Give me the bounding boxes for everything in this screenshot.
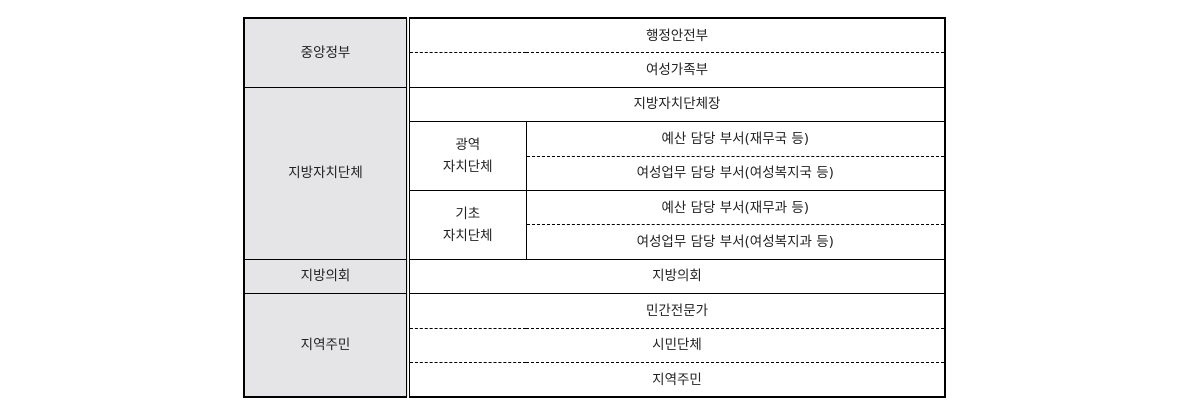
- subgroup-label: 자치단체: [442, 227, 493, 244]
- cell-item: 여성업무 담당 부서(여성복지국 등): [525, 155, 946, 191]
- cell-item: 지역주민: [407, 361, 946, 398]
- cell-item: 지방자치단체장: [407, 86, 946, 123]
- table-row: 중앙정부 행정안전부: [243, 17, 946, 88]
- table-row: 시민단체: [244, 327, 946, 363]
- table-row: 지역주민: [244, 361, 946, 398]
- subgroup-label: 광역: [455, 137, 481, 154]
- category-central-gov: 중앙정부: [243, 17, 410, 88]
- cell-item: 민간전문가: [407, 293, 946, 329]
- table-row: 여성업무 담당 부서(여성복지국 등): [244, 155, 946, 191]
- category-local-gov: 지방자치단체: [243, 86, 410, 260]
- cell-item: 예산 담당 부서(재무국 등): [525, 121, 946, 157]
- cell-item: 시민단체: [407, 327, 946, 363]
- category-residents: 지역주민: [243, 293, 410, 398]
- table-row: 지방의회 지방의회: [243, 258, 946, 295]
- subgroup-label: 기초: [455, 205, 481, 222]
- table-row: 지역주민 민간전문가: [243, 293, 946, 398]
- cell-item: 여성가족부: [407, 52, 946, 88]
- cell-item: 지방의회: [407, 258, 946, 295]
- category-local-council: 지방의회: [243, 258, 410, 295]
- cell-item: 예산 담당 부서(재무과 등): [525, 189, 946, 226]
- cell-item: 행정안전부: [407, 17, 946, 54]
- table-row: 여성업무 담당 부서(여성복지과 등): [244, 224, 946, 260]
- subgroup-label: 자치단체: [442, 159, 493, 176]
- cell-item: 여성업무 담당 부서(여성복지과 등): [525, 224, 946, 260]
- table-row: 지방자치단체 지방자치단체장: [243, 86, 946, 260]
- table-row: 여성가족부: [244, 52, 946, 88]
